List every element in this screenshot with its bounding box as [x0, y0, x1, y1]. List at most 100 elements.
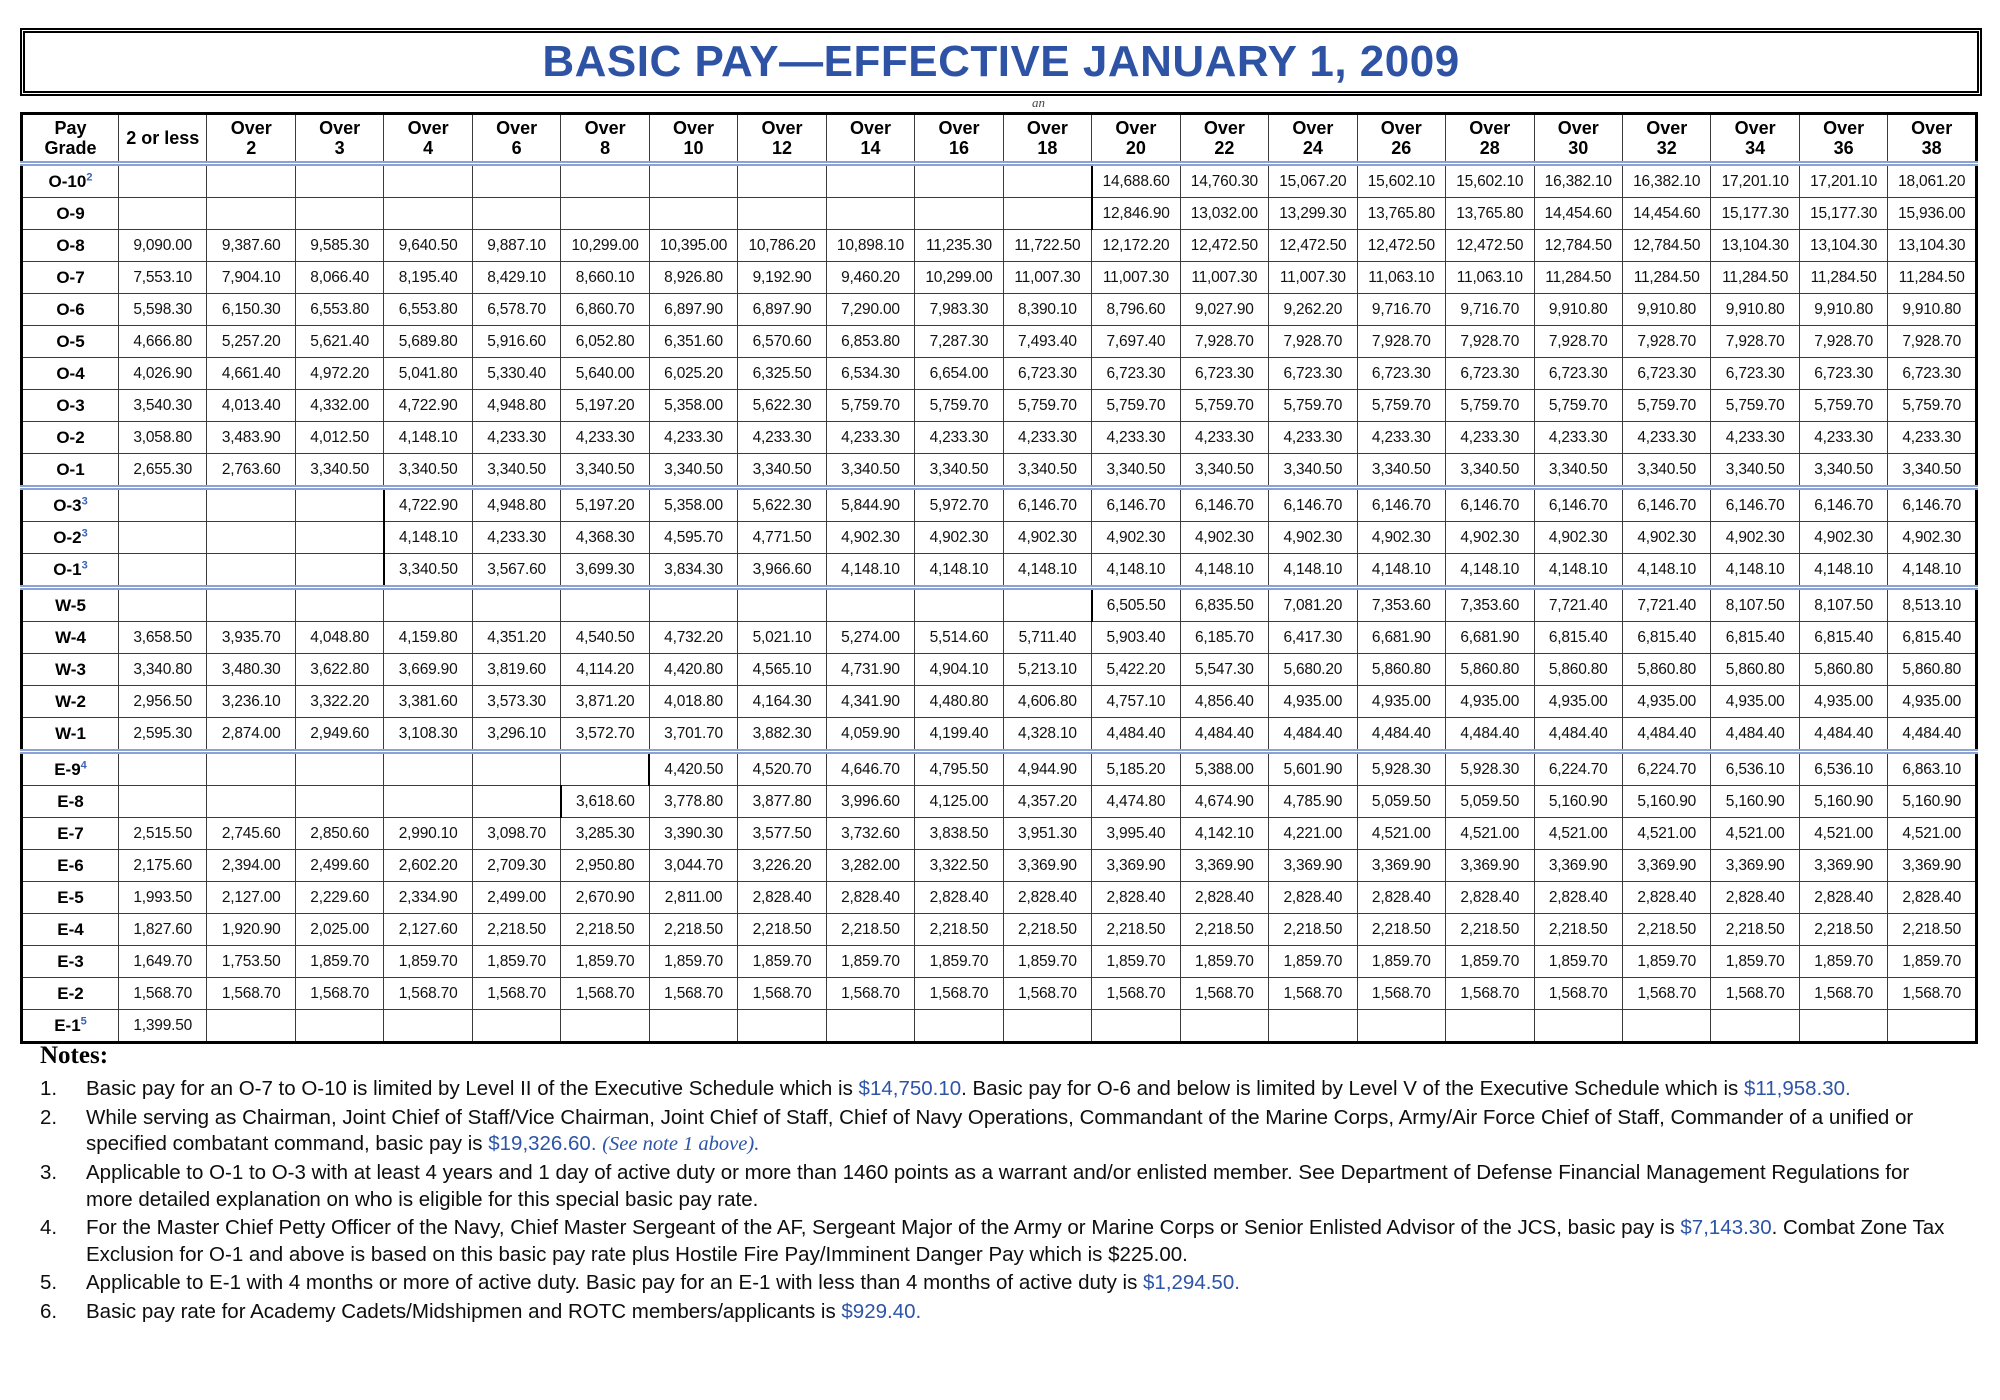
pay-cell: 3,340.50 — [737, 453, 827, 488]
dollar-amount: $11,958.30. — [1743, 1077, 1851, 1100]
dollar-amount: $1,294.50. — [1143, 1271, 1240, 1295]
pay-cell: 4,233.30 — [560, 421, 650, 454]
pay-cell: 2,595.30 — [117, 717, 208, 752]
pay-cell: 7,928.70 — [1710, 325, 1800, 358]
pay-cell: 3,340.50 — [1533, 453, 1623, 488]
pay-cell-empty — [471, 1009, 562, 1043]
note-item-6: 6. Basic pay rate for Academy Cadets/Mids… — [40, 1299, 1950, 1326]
pay-cell-empty — [825, 197, 916, 230]
pay-cell: 10,898.10 — [825, 229, 916, 262]
title-banner: BASIC PAY—EFFECTIVE JANUARY 1, 2009 — [20, 28, 1982, 96]
pay-cell: 5,197.20 — [560, 485, 650, 522]
pay-cell: 4,148.10 — [1445, 553, 1535, 588]
pay-cell: 4,521.00 — [1798, 817, 1889, 850]
pay-cell: 2,828.40 — [737, 881, 827, 914]
pay-cell: 3,577.50 — [737, 817, 827, 850]
pay-row-o-2-3: O-23 4,148.10 4,233.30 4,368.30 4,595.70 4,77… — [21, 521, 1977, 554]
pay-cell: 1,568.70 — [383, 977, 473, 1010]
pay-cell: 4,159.80 — [383, 621, 473, 654]
pay-cell: 7,290.00 — [825, 293, 916, 326]
pay-row-o-4: O-4 4,026.90 4,661.40 4,972.20 5,041.80 5,330… — [21, 357, 1977, 390]
pay-cell: 9,460.20 — [825, 261, 916, 294]
pay-cell: 12,784.50 — [1533, 229, 1623, 262]
pay-cell: 2,828.40 — [1710, 881, 1800, 914]
pay-cell: 5,021.10 — [737, 621, 827, 654]
pay-cell: 5,903.40 — [1091, 621, 1181, 654]
pay-cell: 6,723.30 — [1445, 357, 1535, 390]
pay-cell: 9,887.10 — [471, 229, 562, 262]
pay-cell-empty — [206, 485, 296, 522]
pay-cell: 3,226.20 — [737, 849, 827, 882]
pay-cell: 3,699.30 — [560, 553, 650, 588]
pay-cell: 4,474.80 — [1091, 785, 1181, 818]
pay-grade-label: W-4 — [21, 621, 119, 654]
pay-row-e-7: E-7 2,515.50 2,745.60 2,850.60 2,990.10 3,098… — [21, 817, 1977, 850]
pay-row-o-9: O-9 12,846.90 13,032.00 13,299.30 13,765.80 1… — [21, 197, 1977, 230]
pay-cell-empty — [383, 785, 473, 818]
pay-cell: 14,454.60 — [1621, 197, 1712, 230]
pay-cell: 2,218.50 — [1887, 913, 1977, 946]
pay-cell: 3,618.60 — [559, 785, 650, 818]
pay-cell: 4,484.40 — [1533, 717, 1623, 752]
pay-cell: 5,759.70 — [1621, 389, 1712, 422]
pay-cell: 6,897.90 — [737, 293, 827, 326]
pay-cell-empty — [560, 163, 650, 198]
pay-cell: 4,018.80 — [648, 685, 739, 718]
col-header-over-3: Over 3 — [294, 113, 385, 166]
pay-cell: 5,928.30 — [1445, 749, 1535, 786]
pay-cell: 2,218.50 — [1710, 913, 1800, 946]
pay-cell: 12,472.50 — [1356, 229, 1447, 262]
pay-cell-empty — [825, 1009, 916, 1043]
pay-row-o-6: O-6 5,598.30 6,150.30 6,553.80 6,553.80 6,578… — [21, 293, 1977, 326]
pay-cell: 5,860.80 — [1621, 653, 1712, 686]
pay-cell: 6,681.90 — [1356, 621, 1447, 654]
pay-cell: 12,472.50 — [1268, 229, 1358, 262]
pay-cell: 5,680.20 — [1268, 653, 1358, 686]
note-number: 6. — [40, 1300, 58, 1324]
pay-cell: 1,568.70 — [914, 977, 1004, 1010]
col-header-over-10: Over 10 — [648, 113, 739, 166]
pay-cell: 7,697.40 — [1091, 325, 1181, 358]
pay-cell-empty — [560, 1009, 650, 1043]
pay-cell: 1,568.70 — [1710, 977, 1800, 1010]
pay-cell: 1,568.70 — [560, 977, 650, 1010]
pay-cell: 4,420.80 — [648, 653, 739, 686]
pay-cell: 2,956.50 — [117, 685, 208, 718]
pay-grade-label: E-2 — [21, 977, 119, 1010]
pay-cell: 4,233.30 — [1621, 421, 1712, 454]
pay-cell: 4,856.40 — [1179, 685, 1270, 718]
pay-cell: 2,811.00 — [648, 881, 739, 914]
pay-cell: 2,828.40 — [1445, 881, 1535, 914]
pay-cell: 3,540.30 — [117, 389, 208, 422]
pay-cell: 4,902.30 — [1621, 521, 1712, 554]
pay-cell: 3,369.90 — [1268, 849, 1358, 882]
pay-row-o-7: O-7 7,553.10 7,904.10 8,066.40 8,195.40 8,429… — [21, 261, 1977, 294]
pay-cell: 4,902.30 — [1179, 521, 1270, 554]
pay-cell: 7,553.10 — [117, 261, 208, 294]
pay-cell: 4,484.40 — [1356, 717, 1447, 752]
pay-cell-empty — [117, 197, 208, 230]
pay-cell-empty — [1002, 197, 1093, 230]
pay-cell: 3,572.70 — [560, 717, 650, 752]
pay-cell: 11,284.50 — [1710, 261, 1800, 294]
pay-cell: 4,148.10 — [825, 553, 916, 588]
pay-cell: 5,759.70 — [1268, 389, 1358, 422]
pay-cell: 12,784.50 — [1621, 229, 1712, 262]
pay-cell: 6,897.90 — [648, 293, 739, 326]
pay-cell: 7,353.60 — [1445, 585, 1535, 622]
pay-cell: 2,828.40 — [914, 881, 1004, 914]
note-reference-superscript: 3 — [81, 494, 88, 507]
pay-cell: 4,332.00 — [294, 389, 385, 422]
pay-cell: 4,771.50 — [737, 521, 827, 554]
pay-cell: 6,553.80 — [383, 293, 473, 326]
pay-row-e-5: E-5 1,993.50 2,127.00 2,229.60 2,334.90 2,499… — [21, 881, 1977, 914]
pay-cell: 4,199.40 — [914, 717, 1004, 752]
pay-row-o-2: O-2 3,058.80 3,483.90 4,012.50 4,148.10 4,233… — [21, 421, 1977, 454]
pay-cell: 2,218.50 — [1621, 913, 1712, 946]
pay-cell: 4,114.20 — [560, 653, 650, 686]
pay-cell: 6,681.90 — [1445, 621, 1535, 654]
pay-row-o-10-2: O-102 14,688.60 14,760.30 15,067.20 15,602.1… — [21, 163, 1977, 198]
pay-cell: 3,340.50 — [1268, 453, 1358, 488]
pay-row-e-3: E-3 1,649.70 1,753.50 1,859.70 1,859.70 1,859… — [21, 945, 1977, 978]
pay-cell-empty — [1533, 1009, 1623, 1043]
